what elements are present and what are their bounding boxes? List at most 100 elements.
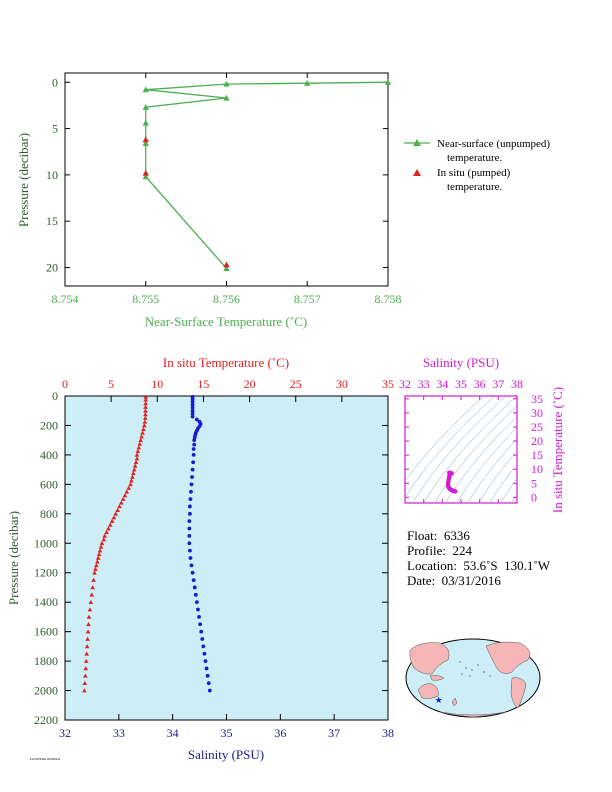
density-isoline bbox=[405, 396, 485, 482]
temperature-tick-label: 35 bbox=[382, 377, 394, 391]
salinity-point bbox=[189, 482, 194, 487]
in-situ-point bbox=[223, 261, 230, 268]
salinity-point bbox=[194, 417, 199, 422]
map-island bbox=[477, 664, 479, 666]
temperature-point bbox=[93, 566, 98, 571]
ts-salinity-tick-label: 36 bbox=[474, 377, 486, 391]
near-surface-point bbox=[304, 79, 311, 86]
pressure-tick-label: 1400 bbox=[34, 595, 58, 609]
temperature-point bbox=[85, 636, 90, 641]
temperature-point bbox=[87, 607, 93, 612]
in-situ-point bbox=[142, 136, 149, 143]
salinity-tick-label: 38 bbox=[382, 726, 394, 740]
pressure-tick-label: 2200 bbox=[34, 713, 58, 727]
near-surface-point bbox=[384, 79, 392, 85]
salinity-point bbox=[190, 405, 195, 410]
salinity-point bbox=[196, 607, 200, 612]
x-tick-label: 8.756 bbox=[213, 292, 240, 306]
near-surface-point bbox=[223, 94, 230, 101]
y-tick-label: 15 bbox=[46, 214, 58, 228]
density-isoline bbox=[445, 416, 517, 503]
pressure-tick-label: 1800 bbox=[34, 654, 58, 668]
salinity-tick-label: 35 bbox=[221, 726, 233, 740]
density-isoline bbox=[434, 405, 517, 503]
ts-salinity-tick-label: 34 bbox=[436, 377, 448, 391]
temperature-point bbox=[135, 448, 141, 454]
map-island bbox=[471, 669, 473, 671]
salinity-point bbox=[205, 673, 210, 678]
location: Location: 53.6˚S 130.1˚W bbox=[407, 558, 550, 573]
near-surface-line bbox=[145, 81, 389, 269]
float-info: Float: 6336 Profile: 224 Location: 53.6˚… bbox=[407, 528, 550, 588]
salinity-point bbox=[190, 570, 195, 575]
date: Date: 03/31/2016 bbox=[407, 573, 501, 588]
near-surface-chart: 8.754 8.755 8.756 8.757 8.758 0 5 10 15 20 Near-S… bbox=[16, 72, 402, 329]
near-surface-point bbox=[142, 104, 149, 110]
temperature-point bbox=[115, 507, 120, 512]
temperature-point bbox=[133, 459, 139, 465]
x-tick-label: 8.755 bbox=[132, 292, 159, 306]
ts-temperature-tick-label: 35 bbox=[531, 392, 543, 406]
salinity-point bbox=[187, 526, 192, 531]
legend: Near-surface (unpumped) temperature. In … bbox=[404, 138, 550, 193]
salinity-point bbox=[199, 629, 204, 634]
salinity-point bbox=[190, 467, 195, 472]
salinity-point bbox=[187, 534, 192, 538]
map-island bbox=[465, 667, 467, 669]
salinity-point bbox=[188, 497, 193, 501]
profile-series bbox=[82, 394, 212, 693]
temperature-point bbox=[84, 651, 89, 656]
temperature-point bbox=[111, 515, 117, 520]
profile-axes: 32 33 34 35 36 37 38 0 5 10 15 20 25 30 35 0 200 400 600 80… bbox=[34, 377, 394, 740]
pressure-tick-label: 200 bbox=[40, 418, 58, 432]
temperature-point bbox=[106, 526, 111, 531]
float-location-star-icon: ★ bbox=[435, 695, 443, 705]
map-island bbox=[489, 675, 491, 677]
temperature-point bbox=[122, 493, 128, 498]
temperature-tick-label: 5 bbox=[108, 377, 114, 391]
salinity-point bbox=[197, 615, 201, 619]
temperature-point bbox=[89, 592, 95, 597]
ts-temperature-tick-label: 5 bbox=[531, 476, 537, 490]
temperature-point bbox=[109, 518, 115, 524]
temperature-point bbox=[128, 482, 133, 487]
salinity-point bbox=[207, 688, 212, 693]
temperature-point bbox=[90, 585, 95, 590]
salinity-point bbox=[191, 578, 196, 582]
density-isoline bbox=[456, 427, 517, 503]
temperature-point bbox=[88, 599, 94, 605]
temperature-point bbox=[120, 496, 126, 501]
temperature-point bbox=[95, 555, 101, 560]
temperature-point bbox=[101, 537, 107, 542]
temperature-tick-label: 20 bbox=[244, 377, 256, 391]
temperature-point bbox=[124, 489, 130, 494]
float-id: Float: 6336 bbox=[407, 528, 470, 543]
salinity-point bbox=[202, 651, 207, 656]
legend-label-in-situ-1: In situ (pumped) bbox=[437, 167, 511, 179]
temperature-point bbox=[143, 397, 149, 402]
pressure-tick-label: 0 bbox=[52, 389, 58, 403]
temperature-point bbox=[140, 430, 145, 435]
temperature-point bbox=[104, 529, 109, 535]
temperature-point bbox=[96, 552, 102, 557]
salinity-tick-label: 32 bbox=[59, 726, 71, 740]
temperature-point bbox=[138, 437, 143, 443]
near-surface-series bbox=[142, 79, 392, 271]
salinity-point bbox=[187, 519, 192, 524]
temperature-point bbox=[131, 467, 137, 472]
temperature-point bbox=[99, 540, 105, 546]
in-situ-point bbox=[142, 169, 149, 176]
temperature-point bbox=[129, 478, 134, 483]
near-surface-plot-frame bbox=[64, 72, 389, 287]
salinity-axis-label: Salinity (PSU) bbox=[188, 747, 264, 762]
salinity-point bbox=[192, 585, 197, 590]
ts-temperature-tick-label: 10 bbox=[531, 462, 543, 476]
salinity-point bbox=[200, 637, 205, 641]
temperature-point bbox=[86, 621, 91, 627]
salinity-point bbox=[187, 548, 192, 553]
salinity-point bbox=[191, 460, 196, 465]
salinity-point bbox=[201, 644, 206, 649]
map-island bbox=[459, 661, 461, 663]
